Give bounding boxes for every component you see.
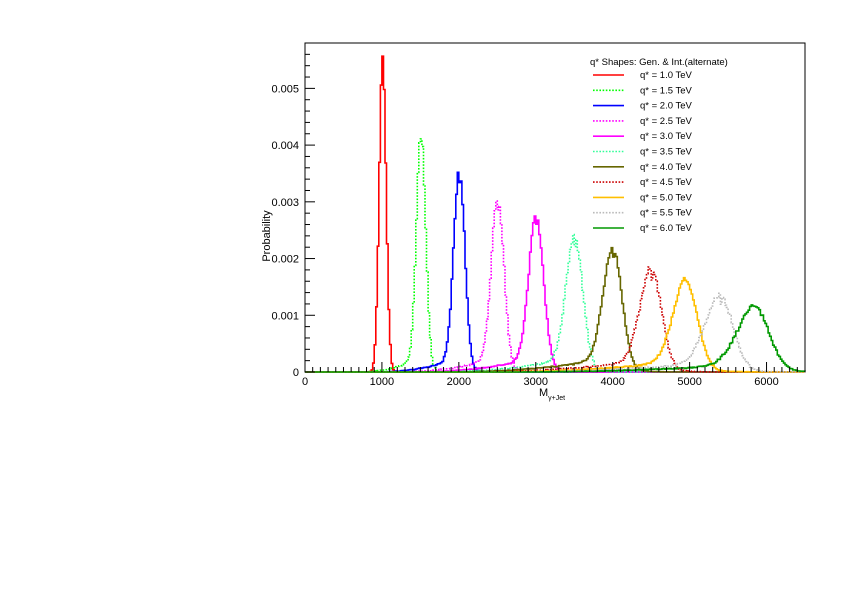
y-axis-label: Probability [261, 210, 273, 262]
legend-title: q* Shapes: Gen. & Int.(alternate) [590, 57, 728, 68]
y-tick-label: 0.002 [271, 254, 299, 266]
legend-entry-label: q* = 3.0 TeV [640, 131, 693, 142]
y-tick-label: 0.004 [271, 140, 299, 152]
x-tick-label: 1000 [370, 376, 394, 388]
x-tick-label: 2000 [447, 376, 471, 388]
legend-entry-label: q* = 5.0 TeV [640, 192, 693, 203]
x-tick-label: 0 [302, 376, 308, 388]
x-axis-label-main: M [539, 387, 548, 399]
y-tick-label: 0.005 [271, 83, 299, 95]
series-group [305, 55, 806, 373]
series-line-1-0-tev [305, 55, 805, 373]
axes-group: 0 1000 2000 3000 4000 5000 6000 0 0.001 0.002 0.00… [271, 42, 806, 388]
legend-entry-label: q* = 4.5 TeV [640, 177, 693, 188]
series-line-4-5-tev [305, 266, 805, 373]
x-axis-label: Mγ+Jet [539, 387, 565, 402]
series-line-2-0-tev [305, 171, 805, 373]
legend-entry-label: q* = 3.5 TeV [640, 147, 693, 158]
y-tick-label: 0.001 [271, 310, 299, 322]
x-axis-label-sub: γ+Jet [548, 395, 565, 402]
legend-entry-label: q* = 1.5 TeV [640, 85, 693, 96]
series-line-6-0-tev [305, 304, 806, 373]
x-tick-label: 5000 [677, 376, 701, 388]
x-tick-label: 6000 [754, 376, 778, 388]
legend-entry-label: q* = 5.5 TeV [640, 208, 693, 219]
x-tick-label: 3000 [524, 376, 548, 388]
y-tick-label: 0.003 [271, 197, 299, 209]
series-line-5-0-tev [305, 276, 805, 373]
series-line-3-5-tev [305, 233, 805, 373]
series-line-4-0-tev [305, 246, 805, 373]
x-tick-label: 4000 [600, 376, 624, 388]
legend-entry-label: q* = 4.0 TeV [640, 162, 693, 173]
y-tick-label: 0 [293, 367, 299, 379]
legend-entry-label: q* = 2.0 TeV [640, 101, 693, 112]
legend: q* Shapes: Gen. & Int.(alternate) q* = 1.… [590, 57, 728, 234]
legend-entry-label: q* = 1.0 TeV [640, 70, 693, 81]
series-line-1-5-tev [305, 138, 805, 373]
legend-entry-label: q* = 2.5 TeV [640, 116, 693, 127]
legend-entry-label: q* = 6.0 TeV [640, 223, 693, 234]
